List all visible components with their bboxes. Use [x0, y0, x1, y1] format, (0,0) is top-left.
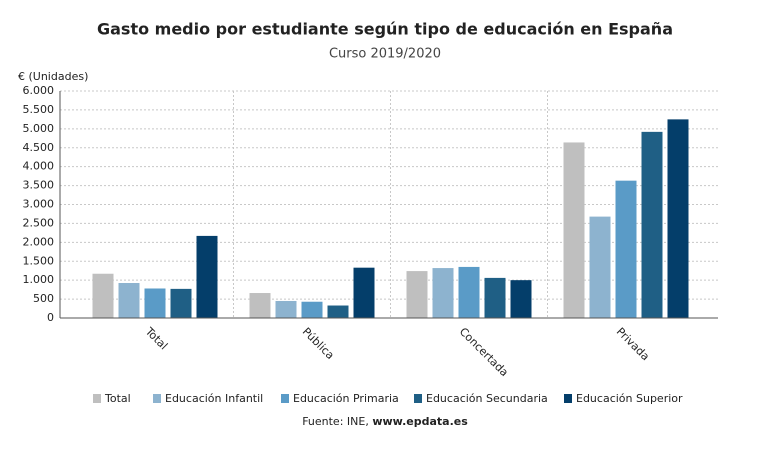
x-tick-label: Privada — [614, 325, 652, 363]
legend-swatch — [281, 394, 289, 403]
y-tick-label: 4.500 — [23, 141, 55, 154]
x-tick-label: Concertada — [457, 325, 511, 379]
y-tick-label: 5.500 — [23, 103, 55, 116]
legend-label: Educación Superior — [576, 392, 683, 405]
bar — [641, 131, 663, 318]
bar — [249, 293, 271, 318]
bar — [275, 300, 297, 318]
bar — [406, 271, 428, 318]
bar — [118, 283, 140, 318]
bar — [353, 267, 375, 318]
x-tick-label: Total — [142, 324, 170, 352]
legend-label: Educación Primaria — [293, 392, 399, 405]
bar — [615, 180, 637, 318]
legend-swatch — [414, 394, 422, 403]
bar — [301, 301, 323, 318]
bar — [458, 266, 480, 318]
y-tick-label: 500 — [33, 292, 54, 305]
legend-swatch — [153, 394, 161, 403]
y-tick-label: 3.000 — [23, 198, 55, 211]
source: Fuente: INE, www.epdata.es — [302, 415, 468, 428]
x-tick-label: Pública — [300, 325, 337, 362]
y-tick-label: 2.500 — [23, 216, 55, 229]
legend-label: Educación Secundaria — [426, 392, 548, 405]
bar — [484, 277, 506, 318]
bar — [510, 280, 532, 318]
bar — [92, 273, 114, 318]
bar — [170, 288, 192, 318]
y-tick-label: 1.000 — [23, 273, 55, 286]
bar — [667, 119, 689, 318]
y-tick-label: 6.000 — [23, 84, 55, 97]
bar — [432, 268, 454, 318]
legend-label: Educación Infantil — [165, 392, 263, 405]
bar — [589, 216, 611, 318]
y-tick-label: 5.000 — [23, 122, 55, 135]
y-tick-label: 0 — [47, 311, 54, 324]
chart-subtitle: Curso 2019/2020 — [329, 47, 441, 62]
bar — [563, 142, 585, 318]
bar — [196, 235, 218, 318]
source-prefix: Fuente: INE, — [302, 415, 369, 428]
bar — [327, 305, 349, 318]
legend-swatch — [93, 394, 101, 403]
y-tick-label: 2.000 — [23, 235, 55, 248]
y-tick-label: 1.500 — [23, 254, 55, 267]
bar — [144, 288, 166, 318]
legend-swatch — [564, 394, 572, 403]
y-tick-label: 3.500 — [23, 179, 55, 192]
y-tick-label: 4.000 — [23, 160, 55, 173]
y-axis-label: € (Unidades) — [18, 70, 88, 83]
legend-label: Total — [104, 392, 131, 405]
source-link: www.epdata.es — [372, 415, 468, 428]
chart-title: Gasto medio por estudiante según tipo de… — [97, 20, 673, 39]
